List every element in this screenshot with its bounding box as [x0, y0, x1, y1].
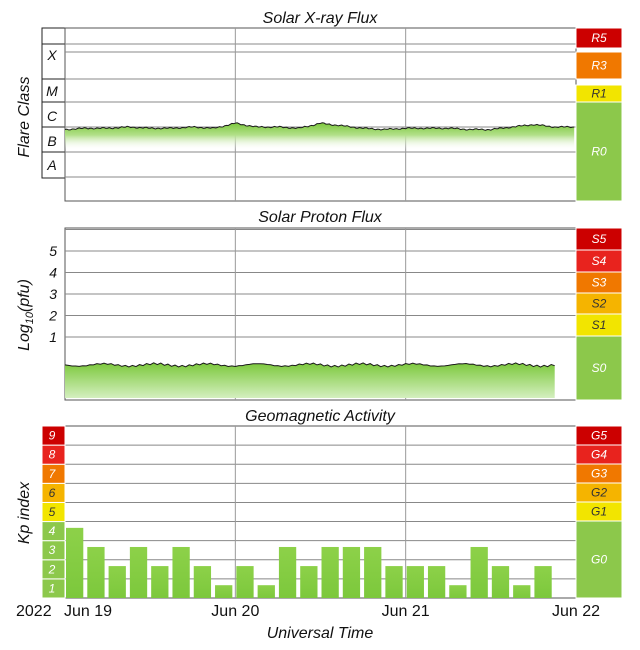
kp-level-label: 5 — [49, 505, 56, 519]
kp-bar — [513, 585, 531, 598]
kp-level-label: 3 — [49, 543, 56, 557]
kp-bar — [278, 546, 297, 598]
kp-level-label: 4 — [49, 524, 56, 538]
geomagnetic-scale-label: G5 — [591, 429, 607, 443]
kp-bar — [406, 566, 424, 598]
radiation-scale-label: S1 — [592, 318, 607, 332]
kp-bar — [534, 566, 552, 598]
xray-panel-title: Solar X-ray Flux — [263, 10, 379, 27]
kp-level-label: 1 — [49, 581, 56, 595]
kp-level-swatch — [41, 425, 66, 446]
flare-class-label: B — [47, 133, 56, 149]
kp-bar — [321, 546, 339, 598]
kp-bar — [342, 546, 361, 598]
proton-tick-label: 1 — [49, 329, 57, 345]
radio-scale-label: R3 — [591, 59, 607, 73]
radio-scale-label: R5 — [591, 31, 607, 45]
proton-tick-label: 3 — [49, 286, 57, 302]
x-axis-tick-label: Jun 20 — [211, 603, 259, 620]
flare-class-label: X — [46, 47, 57, 63]
kp-bar — [172, 546, 190, 598]
kp-index-scale: 1 2 3 4 5 6 7 8 9 — [41, 425, 66, 599]
radio-scale-level — [575, 27, 623, 49]
kp-level-label: 8 — [49, 448, 56, 462]
radio-scale-level — [575, 51, 623, 80]
radiation-scale-label: S0 — [592, 361, 607, 375]
x-axis-tick-label: Jun 22 — [552, 603, 600, 620]
xray-gridlines — [65, 28, 576, 201]
xray-plot-area — [64, 27, 577, 202]
xray-y-axis-label: Flare Class — [16, 77, 33, 158]
kp-bar — [300, 566, 318, 598]
radio-scale-level — [575, 101, 623, 202]
kp-bar — [108, 566, 126, 598]
radiation-storm-scale: S5 S4 S3 S2 S1 S0 — [575, 227, 623, 401]
kp-bar — [236, 566, 254, 598]
xray-flux-line — [64, 122, 575, 131]
proton-tick-labels: 1 2 3 4 5 — [48, 243, 57, 345]
kp-bar — [257, 585, 275, 598]
kp-bar — [129, 546, 148, 598]
kp-bar — [66, 527, 84, 598]
radio-scale-label: R1 — [591, 87, 606, 101]
flare-class-label: A — [46, 157, 56, 173]
radio-scale-label: R0 — [591, 145, 607, 159]
kp-bar — [470, 546, 488, 598]
radio-blackout-scale: R5 R3 R1 R0 — [575, 27, 623, 202]
x-axis-year-label: 2022 — [16, 603, 52, 620]
proton-tick-label: 5 — [49, 243, 57, 259]
kp-bar — [87, 546, 105, 598]
kp-bar — [364, 546, 382, 598]
kp-y-axis-label: Kp index — [16, 481, 33, 544]
radiation-scale-label: S2 — [592, 297, 607, 311]
proton-flux-line — [64, 362, 555, 368]
xray-flux-fill — [65, 122, 575, 150]
geomagnetic-scale-label: G3 — [591, 467, 607, 481]
kp-bar — [193, 566, 212, 598]
x-axis-tick-label: Jun 19 — [64, 603, 112, 620]
geomagnetic-scale-label: G0 — [591, 553, 607, 567]
proton-panel-title: Solar Proton Flux — [258, 209, 383, 226]
flare-class-label: M — [46, 83, 58, 99]
kp-bar — [151, 566, 169, 598]
x-axis-title: Universal Time — [267, 625, 374, 642]
radiation-scale-label: S5 — [592, 232, 607, 246]
geomagnetic-scale-label: G4 — [591, 448, 607, 462]
geomagnetic-scale-level — [575, 520, 623, 599]
kp-level-label: 7 — [49, 467, 57, 481]
kp-level-label: 9 — [49, 429, 56, 443]
kp-bar — [449, 585, 467, 598]
kp-level-label: 6 — [49, 486, 56, 500]
kp-bar — [215, 585, 233, 598]
proton-tick-label: 2 — [48, 308, 57, 324]
geomagnetic-storm-scale: G5 G4 G3 G2 G1 G0 — [575, 425, 623, 599]
proton-y-axis-label: Log10(pfu) — [16, 279, 36, 351]
radiation-scale-level — [575, 335, 623, 401]
radiation-scale-label: S3 — [592, 276, 607, 290]
kp-gridlines — [65, 426, 576, 598]
geomagnetic-scale-label: G2 — [591, 486, 607, 500]
radiation-scale-label: S4 — [592, 254, 607, 268]
flare-class-label: C — [47, 108, 58, 124]
kp-bar — [385, 566, 403, 598]
kp-bar — [491, 566, 510, 598]
proton-tick-label: 4 — [49, 265, 57, 281]
x-axis-labels: 2022 Jun 19 Jun 20 Jun 21 Jun 22 — [16, 603, 600, 620]
proton-flux-fill — [65, 362, 555, 398]
geomagnetic-scale-label: G1 — [591, 505, 607, 519]
kp-bar — [427, 566, 446, 598]
kp-plot-area — [64, 425, 577, 599]
kp-bars — [66, 527, 552, 598]
kp-panel-title: Geomagnetic Activity — [245, 408, 396, 425]
x-axis-tick-label: Jun 21 — [382, 603, 430, 620]
kp-level-label: 2 — [48, 562, 56, 576]
